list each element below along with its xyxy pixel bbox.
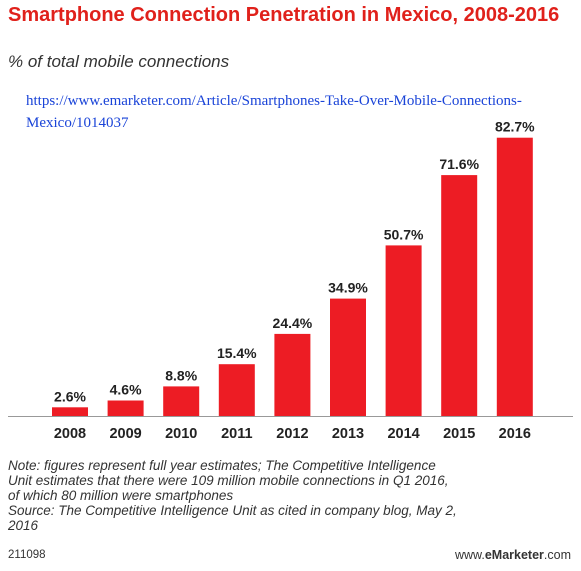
bar-chart: 2.6% 2008 4.6% 2009 8.8% 2010 15.4% 2011 24.4% 20… (8, 119, 573, 442)
source-url-link[interactable]: https://www.emarketer.com/Article/Smartp… (26, 93, 522, 131)
brand-suffix: .com (543, 548, 571, 562)
brand-name: eMarketer (484, 548, 544, 562)
note-line: Unit estimates that there were 109 milli… (8, 473, 449, 488)
source-line: 2016 (8, 518, 39, 533)
x-tick-label-2008: 2008 (54, 426, 86, 442)
bar-2010 (163, 386, 200, 416)
data-label-2015: 71.6% (439, 156, 479, 172)
emarketer-logo: www.eMarketer.com (455, 548, 571, 562)
x-tick-label-2009: 2009 (109, 426, 141, 442)
data-label-2016: 82.7% (495, 119, 535, 135)
data-label-2010: 8.8% (165, 367, 197, 383)
chart-note: Note: figures represent full year estima… (8, 458, 573, 533)
x-tick-label-2011: 2011 (221, 426, 252, 442)
source-line: Source: The Competitive Intelligence Uni… (8, 503, 457, 518)
chart-subtitle: % of total mobile connections (8, 52, 230, 71)
data-label-2009: 4.6% (110, 382, 142, 398)
chart-id: 211098 (8, 549, 46, 561)
data-label-2008: 2.6% (54, 388, 86, 404)
data-label-2013: 34.9% (328, 280, 368, 296)
x-tick-label-2016: 2016 (499, 426, 531, 442)
bar-2015 (441, 175, 478, 416)
brand-prefix: www. (454, 548, 485, 562)
x-tick-label-2014: 2014 (387, 426, 419, 442)
bar-2014 (385, 245, 422, 416)
x-tick-label-2015: 2015 (443, 426, 475, 442)
bar-2012 (274, 333, 311, 416)
note-line: Note: figures represent full year estima… (8, 458, 436, 473)
x-tick-label-2010: 2010 (165, 426, 197, 442)
data-label-2014: 50.7% (384, 226, 424, 242)
note-line: of which 80 million were smartphones (8, 488, 234, 503)
bar-2009 (107, 400, 144, 416)
bar-2013 (330, 298, 366, 416)
bar-2008 (52, 407, 88, 416)
chart-title: Smartphone Connection Penetration in Mex… (8, 4, 560, 26)
bar-2011 (218, 364, 255, 416)
data-label-2012: 24.4% (273, 315, 313, 331)
bar-2016 (496, 137, 533, 416)
data-label-2011: 15.4% (217, 345, 257, 361)
x-tick-label-2012: 2012 (276, 426, 308, 442)
x-tick-label-2013: 2013 (332, 426, 364, 442)
